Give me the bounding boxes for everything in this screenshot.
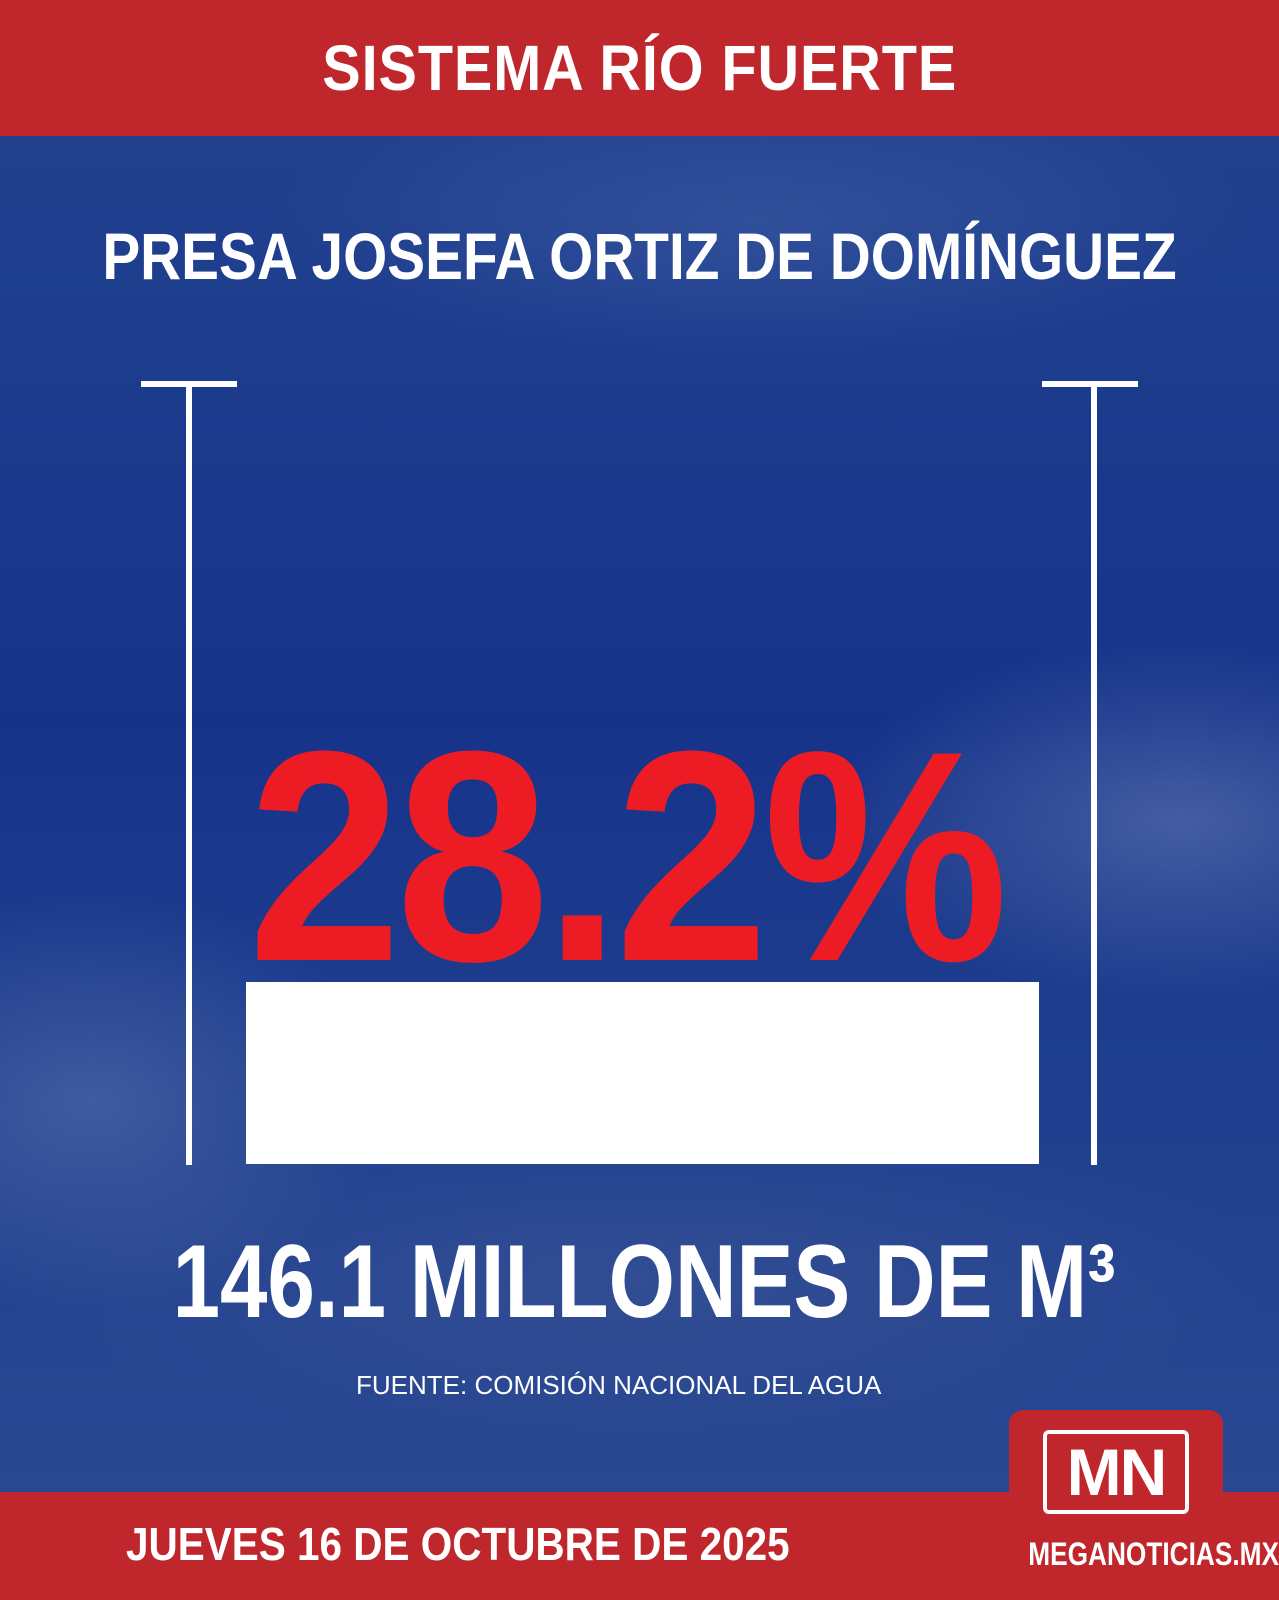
gauge-right-cap	[1042, 381, 1138, 387]
header-title: SISTEMA RÍO FUERTE	[322, 32, 957, 104]
storage-percent: 28.2%	[248, 688, 1009, 1024]
header-bar: SISTEMA RÍO FUERTE	[0, 0, 1279, 136]
source-note: FUENTE: COMISIÓN NACIONAL DEL AGUA	[356, 1370, 882, 1400]
brand-site[interactable]: MEGANOTICIAS.MX	[1028, 1536, 1279, 1572]
gauge-right-line	[1091, 381, 1097, 1165]
footer-date: JUEVES 16 DE OCTUBRE DE 2025	[126, 1518, 790, 1570]
gauge-left-line	[186, 381, 192, 1165]
brand-logo-icon: MN	[1043, 1430, 1189, 1514]
storage-volume: 146.1 MILLONES DE M³	[172, 1224, 1116, 1340]
brand-logo-text: MN	[1066, 1435, 1168, 1509]
storage-fill-bar	[246, 982, 1039, 1164]
dam-name: PRESA JOSEFA ORTIZ DE DOMÍNGUEZ	[102, 219, 1177, 293]
